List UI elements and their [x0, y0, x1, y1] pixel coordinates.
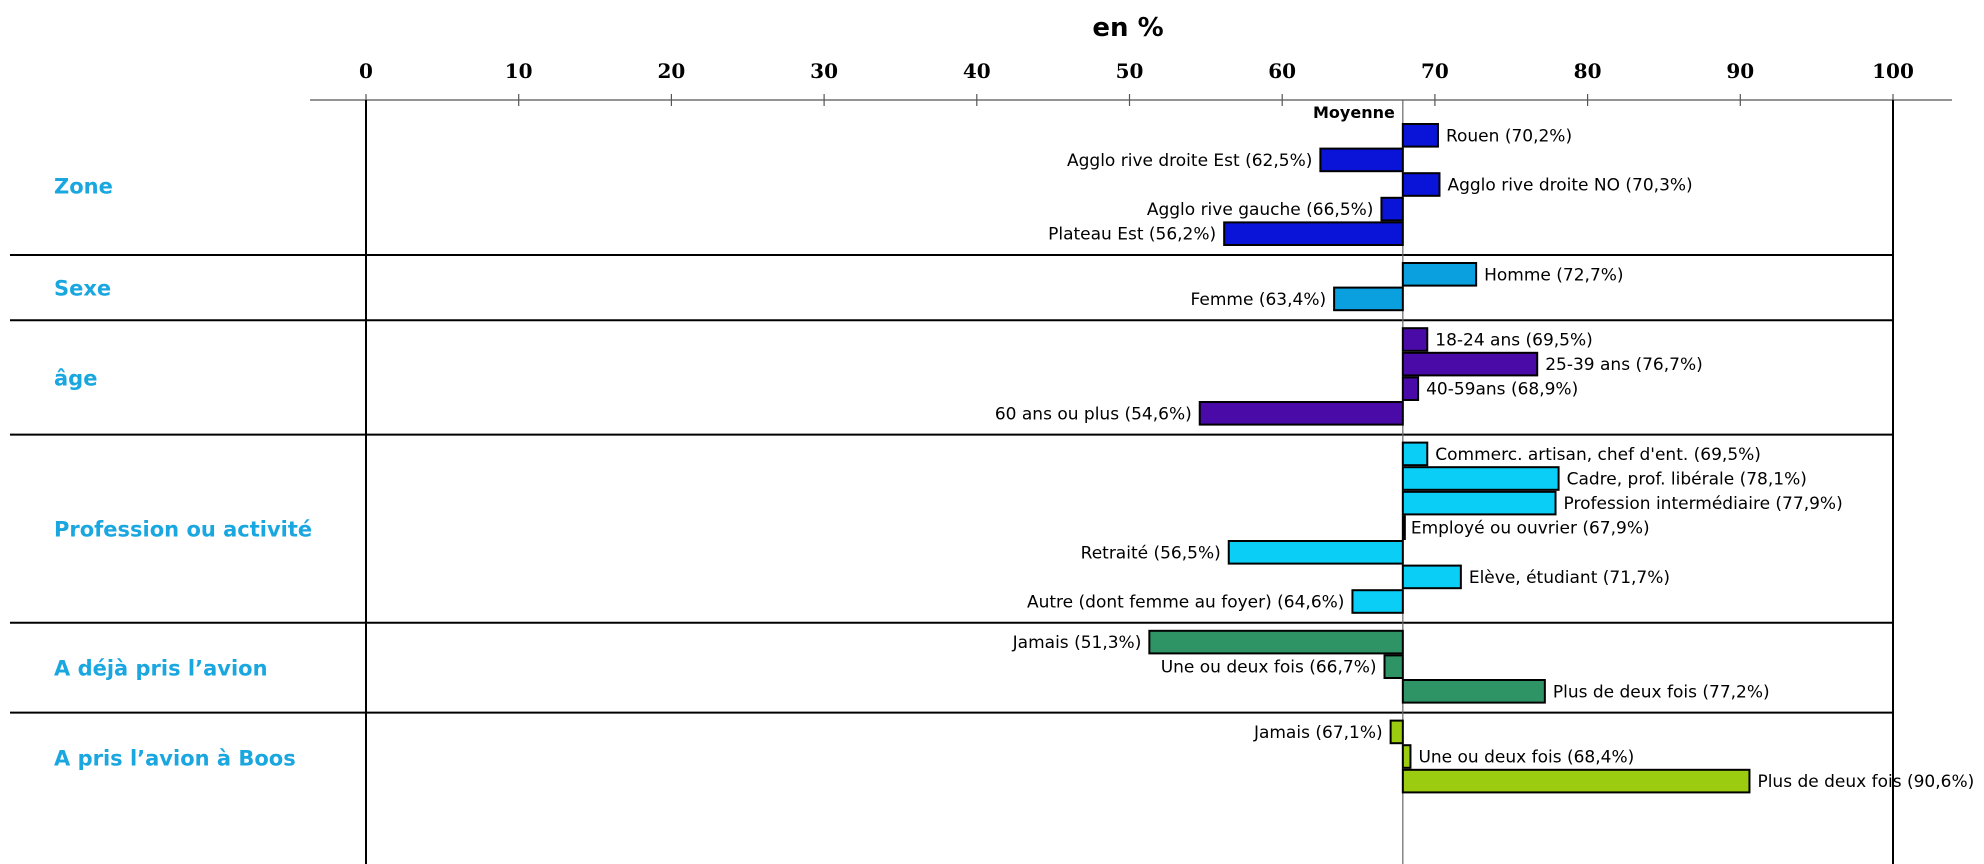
x-tick-label: 50 [1116, 59, 1144, 83]
bar [1148, 629, 1404, 655]
x-tick-label: 90 [1726, 59, 1754, 83]
bar-label: Rouen (70,2%) [1446, 126, 1572, 146]
bar [1227, 540, 1404, 565]
bar [1401, 679, 1546, 704]
bars-layer: Rouen (70,2%) Agglo rive droite Est (62,5… [995, 123, 1974, 794]
axes-layer: 0 10 20 30 40 50 60 70 80 90 100 [10, 59, 1952, 864]
x-tick-label: 80 [1574, 59, 1602, 83]
bar-label: Jamais (67,1%) [1253, 723, 1383, 743]
group-label: Sexe [54, 277, 111, 301]
bar-label: Profession intermédiaire (77,9%) [1564, 494, 1843, 514]
bar-label: Cadre, prof. libérale (78,1%) [1567, 470, 1807, 490]
bar-label: 60 ans ou plus (54,6%) [995, 404, 1192, 424]
group-label: Zone [54, 175, 113, 199]
bar-label: 25-39 ans (76,7%) [1545, 355, 1703, 375]
bar-label: Plus de deux fois (77,2%) [1553, 682, 1770, 702]
x-tick-label: 60 [1268, 59, 1296, 83]
bar-label: Elève, étudiant (71,7%) [1469, 568, 1670, 588]
x-tick-label: 70 [1421, 59, 1449, 83]
bar [1401, 262, 1478, 287]
bar [1401, 441, 1429, 467]
bar-label: Jamais (51,3%) [1012, 633, 1142, 653]
bar-label: Retraité (56,5%) [1081, 543, 1221, 563]
bar [1401, 123, 1439, 148]
bar-label: Femme (63,4%) [1191, 290, 1327, 310]
bar-label: Agglo rive gauche (66,5%) [1147, 200, 1374, 220]
bar [1198, 401, 1404, 426]
x-tick-label: 30 [810, 59, 838, 83]
bar-label: Autre (dont femme au foyer) (64,6%) [1027, 593, 1344, 613]
bar [1380, 196, 1404, 222]
groups-layer: Zone Sexe âge Profession ou activité A déjà … [54, 175, 312, 771]
bar [1401, 768, 1751, 794]
bar-label: Agglo rive droite NO (70,3%) [1447, 176, 1692, 196]
x-tick-label: 40 [963, 59, 991, 83]
bar-label: Une ou deux fois (68,4%) [1418, 748, 1634, 768]
bar [1401, 351, 1539, 377]
bar-label: Plus de deux fois (90,6%) [1757, 772, 1974, 792]
bar-label: 18-24 ans (69,5%) [1435, 331, 1593, 351]
group-label: A déjà pris l’avion [54, 657, 268, 681]
group-label: Profession ou activité [54, 518, 312, 542]
bar-label: Agglo rive droite Est (62,5%) [1067, 151, 1312, 171]
x-tick-label: 100 [1872, 59, 1914, 83]
bar [1401, 466, 1560, 491]
bar-label: Homme (72,7%) [1484, 265, 1623, 285]
group-label: âge [54, 366, 97, 390]
bar-label: Commerc. artisan, chef d'ent. (69,5%) [1435, 445, 1761, 465]
bar-label: 40-59ans (68,9%) [1426, 380, 1578, 400]
bar [1383, 654, 1404, 680]
group-label: A pris l’avion à Boos [54, 747, 296, 771]
bar [1401, 490, 1557, 516]
bar [1401, 327, 1429, 352]
bar [1351, 589, 1404, 614]
bar-label: Une ou deux fois (66,7%) [1161, 658, 1377, 678]
bar [1401, 515, 1406, 541]
bar [1389, 719, 1404, 745]
bar [1401, 744, 1412, 769]
bar [1223, 221, 1404, 246]
bar [1401, 564, 1462, 590]
chart-title: en % [1092, 13, 1163, 43]
x-tick-label: 0 [359, 59, 373, 83]
average-label: Moyenne [1313, 103, 1395, 122]
x-tick-label: 10 [505, 59, 533, 83]
bar-label: Employé ou ouvrier (67,9%) [1411, 519, 1650, 539]
bar [1401, 376, 1420, 401]
bar [1319, 147, 1404, 173]
bar-label: Plateau Est (56,2%) [1048, 225, 1216, 245]
bar [1333, 286, 1404, 312]
x-tick-label: 20 [657, 59, 685, 83]
bar [1401, 172, 1441, 197]
